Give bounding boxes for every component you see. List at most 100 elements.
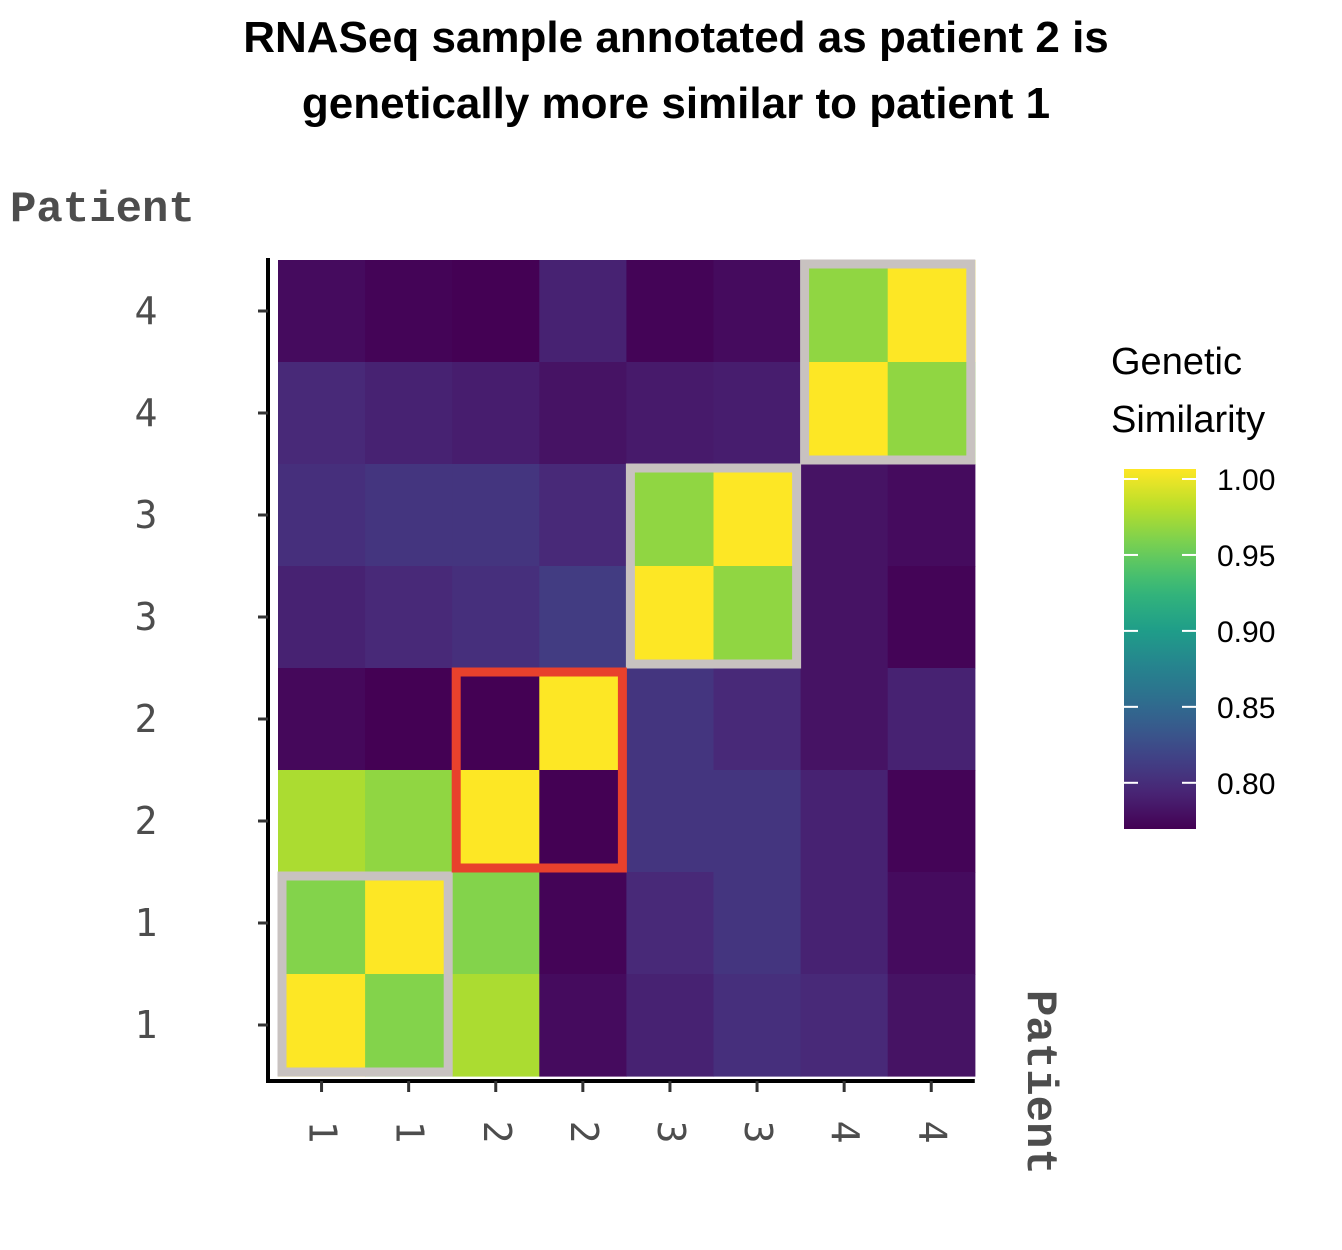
legend-tick-label: 0.90	[1217, 616, 1275, 649]
heatmap-cell	[800, 770, 889, 873]
heatmap-cell	[626, 872, 715, 975]
x-tick-label: 4	[910, 1121, 954, 1144]
heatmap-cell	[800, 464, 889, 567]
heatmap-cell	[626, 464, 715, 567]
x-tick-label: 2	[475, 1121, 519, 1144]
y-tick-label: 1	[135, 901, 158, 945]
heatmap-cell	[365, 668, 453, 771]
highlight-boxes	[277, 259, 976, 1077]
color-legend: Genetic Similarity 1.00 0.95 0.90 0.85 0.80	[1111, 341, 1275, 829]
y-tick-label: 4	[135, 391, 158, 435]
heatmap-cell	[626, 668, 715, 771]
chart-title-line-2: genetically more similar to patient 1	[302, 79, 1050, 128]
y-tick-label: 2	[135, 799, 158, 843]
heatmap-cell	[365, 872, 453, 975]
heatmap-cell	[365, 974, 453, 1077]
legend-colorbar	[1124, 469, 1196, 829]
heatmap-cell	[365, 362, 453, 465]
x-axis-title: Patient	[1014, 990, 1064, 1175]
heatmap-cell	[539, 464, 627, 567]
y-tick-label: 2	[135, 697, 158, 741]
heatmap-cell	[278, 974, 366, 1077]
heatmap-cell	[539, 770, 627, 873]
legend-tick-label: 0.85	[1217, 692, 1275, 725]
heatmap-cell	[452, 872, 540, 975]
heatmap-cell	[539, 260, 627, 363]
legend-tick-label: 0.95	[1217, 540, 1275, 573]
heatmap-cell	[887, 974, 976, 1077]
x-tick-label: 1	[388, 1121, 432, 1144]
heatmap-cell	[887, 668, 976, 771]
heatmap-cell	[713, 872, 802, 975]
heatmap-cell	[278, 872, 366, 975]
heatmap-cell	[887, 362, 976, 465]
heatmap-cell	[278, 464, 366, 567]
heatmap-cell	[800, 974, 889, 1077]
heatmap-cell	[452, 770, 540, 873]
heatmap-cell	[887, 770, 976, 873]
x-tick-label: 1	[301, 1121, 345, 1144]
chart-title-line-1: RNASeq sample annotated as patient 2 is	[243, 13, 1109, 62]
legend-title-line-2: Similarity	[1111, 399, 1265, 441]
heatmap-cell	[887, 566, 976, 669]
heatmap-cell	[800, 566, 889, 669]
heatmap-cell	[452, 464, 540, 567]
heatmap-cell	[887, 464, 976, 567]
heatmap-cell	[713, 464, 802, 567]
heatmap-cell	[539, 566, 627, 669]
heatmap-cell	[539, 668, 627, 771]
heatmap-cell	[365, 260, 453, 363]
legend-tick-label: 1.00	[1217, 464, 1275, 497]
heatmap-cell	[278, 566, 366, 669]
heatmap-cell	[800, 872, 889, 975]
heatmap-cell	[365, 464, 453, 567]
highlight-box	[625, 463, 802, 669]
x-tick-label: 2	[562, 1121, 606, 1144]
heatmap-cell	[800, 362, 889, 465]
x-tick-label: 3	[649, 1121, 693, 1144]
heatmap-cell	[365, 770, 453, 873]
y-tick-label: 3	[135, 493, 158, 537]
heatmap-cell	[626, 362, 715, 465]
heatmap-cell	[452, 362, 540, 465]
x-tick-label: 3	[736, 1121, 780, 1144]
heatmap-cell	[539, 362, 627, 465]
y-tick-label: 1	[135, 1003, 158, 1047]
heatmap-cell	[626, 770, 715, 873]
heatmap-cell	[713, 362, 802, 465]
heatmap-cell	[278, 770, 366, 873]
heatmap-cell	[452, 260, 540, 363]
heatmap-cell	[713, 668, 802, 771]
heatmap-cell	[713, 566, 802, 669]
heatmap-cell	[278, 260, 366, 363]
heatmap-cell	[452, 566, 540, 669]
heatmap-cell	[452, 974, 540, 1077]
heatmap-cell	[626, 974, 715, 1077]
heatmap-cell	[539, 974, 627, 1077]
highlight-box	[277, 871, 453, 1077]
axes	[258, 258, 975, 1092]
heatmap-cell	[800, 668, 889, 771]
legend-title-line-1: Genetic	[1111, 341, 1242, 383]
heatmap-cell	[365, 566, 453, 669]
heatmap-cell	[626, 566, 715, 669]
x-tick-label: 4	[823, 1121, 867, 1144]
heatmap-cell	[713, 974, 802, 1077]
legend-tick-label: 0.80	[1217, 768, 1275, 801]
heatmap-cell	[713, 770, 802, 873]
y-tick-labels: 1 1 2 2 3 3 4 4	[135, 289, 158, 1047]
heatmap-cell	[539, 872, 627, 975]
y-tick-label: 3	[135, 595, 158, 639]
highlight-box	[451, 667, 627, 873]
heatmap-cell	[452, 668, 540, 771]
x-tick-labels: 1 1 2 2 3 3 4 4	[301, 1121, 955, 1144]
legend-ticks: 1.00 0.95 0.90 0.85 0.80	[1124, 464, 1275, 801]
heatmap-cell	[626, 260, 715, 363]
highlight-box	[800, 259, 976, 465]
heatmap-cell	[887, 260, 976, 363]
heatmap-cell	[887, 872, 976, 975]
heatmap-cell	[278, 362, 366, 465]
y-axis-title: Patient	[10, 185, 195, 235]
heatmap-cells	[278, 260, 976, 1077]
